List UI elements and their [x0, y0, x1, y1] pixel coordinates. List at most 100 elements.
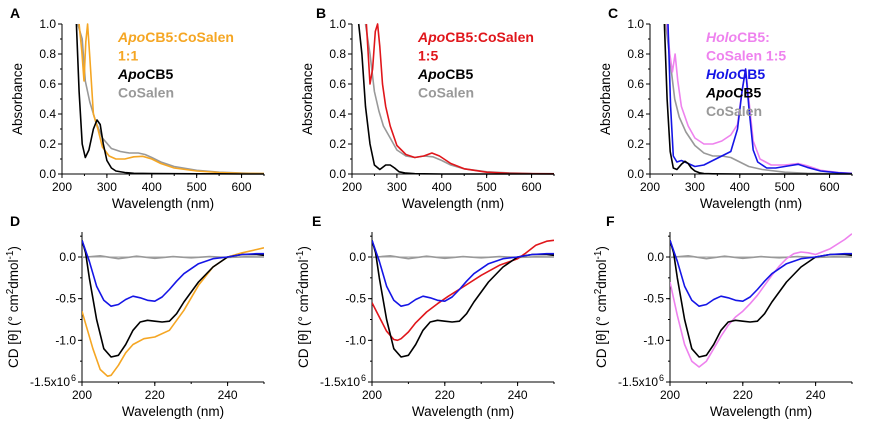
- x-axis-label: Wavelength (nm): [710, 404, 812, 419]
- series-line-apo-cb5: [82, 240, 264, 358]
- y-axis-label: CD [θ] (° cm2dmol-1): [593, 246, 609, 368]
- y-tick-label: 0.2: [39, 137, 56, 151]
- x-tick-label: 300: [97, 180, 117, 194]
- y-tick-label: 0.6: [329, 77, 346, 91]
- x-tick-label: 300: [387, 180, 407, 194]
- y-axis-label: Absorbance: [598, 63, 613, 135]
- panel-letter: F: [606, 213, 615, 229]
- panel-letter: B: [316, 5, 326, 21]
- y-axis-label-part: -1: [5, 250, 16, 259]
- y-tick-label: 0.8: [627, 47, 644, 61]
- y-tick-label: -1.5x10: [618, 375, 658, 389]
- y-tick-label: 1.0: [627, 17, 644, 31]
- x-tick-label: 200: [362, 388, 382, 402]
- legend-text: CoSalen: [706, 103, 762, 119]
- y-tick-label: 0.0: [329, 167, 346, 181]
- y-tick-exponent: 6: [659, 373, 664, 383]
- x-tick-label: 300: [685, 180, 705, 194]
- x-tick-label: 400: [432, 180, 452, 194]
- series-line-apo-cosalen-1-5: [365, 23, 554, 175]
- legend-text: CB5: [145, 66, 173, 82]
- x-axis-label: Wavelength (nm): [122, 404, 224, 419]
- y-axis-label-part: 2: [295, 288, 306, 294]
- panel-e: E 200 220 240 -1.5x10 6 -1.0 -0.5 0.0 Wavelength …: [295, 213, 555, 419]
- panel-letter: A: [10, 5, 20, 21]
- y-tick-label: 0.6: [627, 77, 644, 91]
- series-line-apo-cb5: [670, 240, 852, 358]
- series-group: [75, 23, 264, 175]
- x-tick-label: 240: [508, 388, 528, 402]
- y-axis-label-part: 2: [5, 288, 16, 294]
- y-axis-label: CD [θ] (° cm2dmol-1): [295, 246, 311, 368]
- x-axis-label: Wavelength (nm): [402, 196, 504, 211]
- x-tick-label: 240: [218, 388, 238, 402]
- y-axis-label: Absorbance: [10, 63, 25, 135]
- legend-text: CB5: [445, 66, 473, 82]
- y-tick-label: -1.0: [643, 333, 664, 347]
- legend-text: Apo: [417, 66, 446, 82]
- legend-text: CoSalen: [118, 85, 174, 101]
- y-tick-label: -1.0: [55, 333, 76, 347]
- legend-text: CB5: [737, 66, 765, 82]
- y-tick-exponent: 6: [361, 373, 366, 383]
- legend-text: CB5:CoSalen: [145, 29, 234, 45]
- legend-text: Holo: [706, 29, 738, 45]
- series-line-apo-cb5: [357, 23, 554, 175]
- x-tick-label: 600: [522, 180, 542, 194]
- x-tick-label: 240: [806, 388, 826, 402]
- y-axis-label: Absorbance: [300, 63, 315, 135]
- legend-entry-continued: 1:5: [418, 48, 438, 64]
- legend-entry: ApoCB5: [705, 85, 761, 101]
- x-axis-label: Wavelength (nm): [112, 196, 214, 211]
- legend-text: CoSalen 1:5: [706, 48, 786, 64]
- y-axis-label-part: ): [594, 246, 609, 251]
- series-line-holo-cb5: [82, 240, 264, 308]
- series-group: [372, 239, 554, 358]
- legend-text: CoSalen: [418, 85, 474, 101]
- legend-entry: ApoCB5:CoSalen: [417, 29, 534, 45]
- series-line-apo-cosalen-1-1: [78, 23, 264, 175]
- y-tick-label: 0.6: [39, 77, 56, 91]
- legend-entry: ApoCB5: [417, 66, 473, 82]
- y-tick-label: -0.5: [643, 292, 664, 306]
- x-tick-label: 200: [640, 180, 660, 194]
- panel-b: B 200 300 400 500 600 0.0 0.2 0.4 0.6 0.8 1.0 Wavele…: [300, 5, 555, 211]
- panel-d: D 200 220 240 -1.5x10 6 -1.0 -0.5 0.0 Wavelength …: [5, 213, 265, 419]
- y-tick-label: 0.0: [627, 167, 644, 181]
- panel-a: A 200 300 400 500 600 0.0 0.2 0.4 0.6 0.8 1.0 Wavele…: [10, 5, 265, 211]
- y-tick-label: 0.4: [329, 107, 346, 121]
- series-line-apo-cosalen-1-5: [372, 239, 554, 342]
- series-line-apo-cb5: [75, 23, 264, 175]
- y-tick-label: -1.5x10: [30, 375, 70, 389]
- y-tick-label: 0.0: [349, 250, 366, 264]
- legend-text: Apo: [705, 85, 734, 101]
- legend-text: CB5:: [737, 29, 770, 45]
- legend-text: CB5:CoSalen: [445, 29, 534, 45]
- series-line-holo-cb5: [670, 240, 852, 308]
- y-axis-label: CD [θ] (° cm2dmol-1): [5, 246, 21, 368]
- legend-entry: ApoCB5: [117, 66, 173, 82]
- x-tick-label: 200: [342, 180, 362, 194]
- legend-text: Holo: [706, 66, 738, 82]
- legend-entry: CoSalen: [418, 85, 474, 101]
- y-tick-label: 1.0: [329, 17, 346, 31]
- series-line-cosalen: [372, 255, 554, 260]
- y-axis-label-part: ): [296, 246, 311, 251]
- y-axis-label-part: dmol: [296, 259, 311, 288]
- series-group: [357, 23, 554, 175]
- legend-entry-continued: 1:1: [118, 48, 138, 64]
- legend-text: Apo: [117, 29, 146, 45]
- panel-f: F 200 220 240 -1.5x10 6 -1.0 -0.5 0.0 Wavelength …: [593, 213, 853, 419]
- x-tick-label: 500: [775, 180, 795, 194]
- x-tick-label: 600: [232, 180, 252, 194]
- x-tick-label: 200: [52, 180, 72, 194]
- legend-entry: HoloCB5:: [706, 29, 770, 45]
- y-axis-label-part: CD [θ] (° cm: [594, 294, 609, 368]
- x-tick-label: 200: [72, 388, 92, 402]
- y-tick-exponent: 6: [71, 373, 76, 383]
- x-tick-label: 220: [435, 388, 455, 402]
- legend-text: Apo: [117, 66, 146, 82]
- legend-entry: CoSalen: [706, 103, 762, 119]
- y-axis-label-part: ): [6, 246, 21, 251]
- series-group: [82, 240, 264, 378]
